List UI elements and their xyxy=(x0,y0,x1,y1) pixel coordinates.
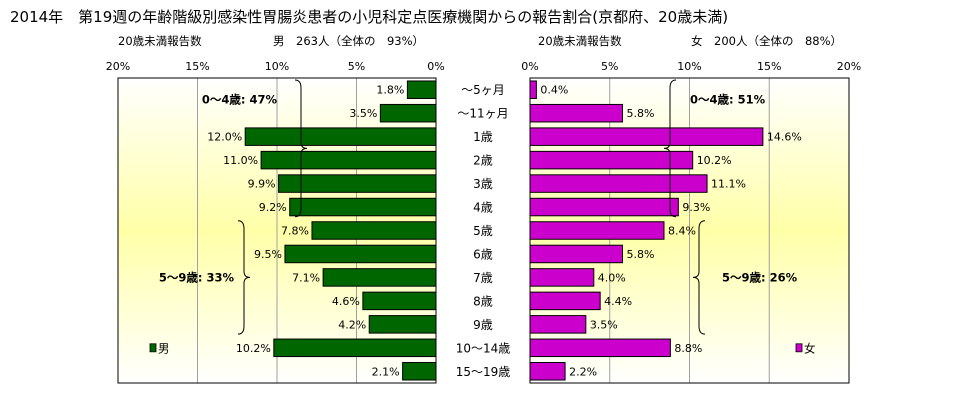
male-legend-swatch xyxy=(149,343,157,353)
male-x-tick-label: 15% xyxy=(185,60,209,73)
category-label: 3歳 xyxy=(473,177,493,191)
male-group-label: 0～4歳: 47% xyxy=(202,92,278,106)
male-bar xyxy=(406,80,437,99)
male-bar xyxy=(278,174,437,193)
category-label: 7歳 xyxy=(473,271,493,285)
male-bar xyxy=(260,150,437,170)
female-bar xyxy=(529,315,587,334)
female-value-label: 8.4% xyxy=(668,225,696,238)
category-label: 1歳 xyxy=(473,130,493,144)
male-group-label: 5～9歳: 33% xyxy=(159,270,235,284)
male-group-brace xyxy=(237,220,251,335)
female-value-label: 4.4% xyxy=(604,295,632,308)
male-value-label: 9.2% xyxy=(259,201,287,214)
male-value-label: 3.5% xyxy=(349,107,377,120)
male-header-summary: 男 263人（全体の 93%） xyxy=(273,34,424,48)
male-value-label: 2.1% xyxy=(372,365,400,378)
male-value-label: 9.5% xyxy=(254,248,282,261)
category-label: 9歳 xyxy=(473,318,493,332)
male-bar xyxy=(362,291,437,311)
female-group-brace xyxy=(663,79,677,218)
female-x-tick-label: 0% xyxy=(521,60,538,73)
category-label: 8歳 xyxy=(473,294,493,308)
female-value-label: 3.5% xyxy=(590,318,618,331)
male-value-label: 1.8% xyxy=(376,84,404,97)
male-bar xyxy=(322,268,437,287)
female-x-tick-label: 20% xyxy=(837,60,861,73)
male-x-tick-label: 5% xyxy=(348,60,365,73)
male-bar xyxy=(379,103,437,123)
female-group-label: 0～4歳: 51% xyxy=(690,92,766,106)
female-value-label: 5.8% xyxy=(627,107,655,120)
female-bar xyxy=(529,150,694,170)
female-value-label: 14.6% xyxy=(767,131,802,144)
female-legend-label: 女 xyxy=(804,341,816,355)
male-value-label: 7.1% xyxy=(292,271,320,284)
female-x-tick-label: 15% xyxy=(757,60,781,73)
female-value-label: 10.2% xyxy=(697,154,732,167)
male-value-label: 9.9% xyxy=(248,178,276,191)
female-value-label: 8.8% xyxy=(674,342,702,355)
female-bar xyxy=(529,221,665,240)
male-legend-label: 男 xyxy=(158,341,170,355)
male-bar xyxy=(289,197,437,217)
category-label: 10～14歳 xyxy=(456,341,511,355)
male-bar xyxy=(284,244,437,264)
category-label: 6歳 xyxy=(473,247,493,261)
male-bar xyxy=(368,315,437,334)
female-group-label: 5～9歳: 26% xyxy=(722,270,798,284)
female-bar xyxy=(529,103,624,123)
male-value-label: 4.6% xyxy=(332,295,360,308)
male-bar xyxy=(402,362,437,381)
category-label: 2歳 xyxy=(473,154,493,168)
female-legend-swatch xyxy=(795,343,803,353)
chart-title: 2014年 第19週の年齢階級別感染性胃腸炎患者の小児科定点医療機関からの報告割… xyxy=(10,8,728,26)
category-label: 5歳 xyxy=(473,224,493,238)
female-value-label: 11.1% xyxy=(711,178,746,191)
male-value-label: 11.0% xyxy=(223,154,258,167)
male-x-tick-label: 0% xyxy=(427,60,444,73)
female-bar xyxy=(529,244,624,264)
female-bar xyxy=(529,362,566,381)
male-value-label: 10.2% xyxy=(236,342,271,355)
female-bar xyxy=(529,127,764,146)
female-value-label: 4.0% xyxy=(598,271,626,284)
male-bar xyxy=(244,127,437,146)
male-x-tick-label: 10% xyxy=(265,60,289,73)
female-bar xyxy=(529,80,537,99)
male-header-label: 20歳未満報告数 xyxy=(118,34,202,48)
male-bar xyxy=(273,338,437,358)
male-value-label: 7.8% xyxy=(281,225,309,238)
male-bar xyxy=(311,221,437,240)
male-value-label: 12.0% xyxy=(207,131,242,144)
female-header-label: 20歳未満報告数 xyxy=(538,34,622,48)
female-value-label: 2.2% xyxy=(569,365,597,378)
male-group-brace xyxy=(294,79,308,218)
female-value-label: 0.4% xyxy=(540,84,568,97)
female-group-brace xyxy=(692,220,706,335)
female-bar xyxy=(529,197,679,217)
category-label: ～5ヶ月 xyxy=(461,83,505,97)
female-bar xyxy=(529,291,601,311)
female-x-tick-label: 5% xyxy=(601,60,618,73)
category-label: 15～19歳 xyxy=(456,365,511,379)
female-bar xyxy=(529,338,671,358)
female-value-label: 5.8% xyxy=(627,248,655,261)
female-header-summary: 女 200人（全体の 88%） xyxy=(691,34,842,48)
male-value-label: 4.2% xyxy=(338,318,366,331)
male-x-tick-label: 20% xyxy=(106,60,130,73)
female-bar xyxy=(529,268,595,287)
category-label: 4歳 xyxy=(473,201,493,215)
category-label: ～11ヶ月 xyxy=(457,107,508,121)
female-value-label: 9.3% xyxy=(682,201,710,214)
female-bar xyxy=(529,174,708,193)
female-x-tick-label: 10% xyxy=(677,60,701,73)
